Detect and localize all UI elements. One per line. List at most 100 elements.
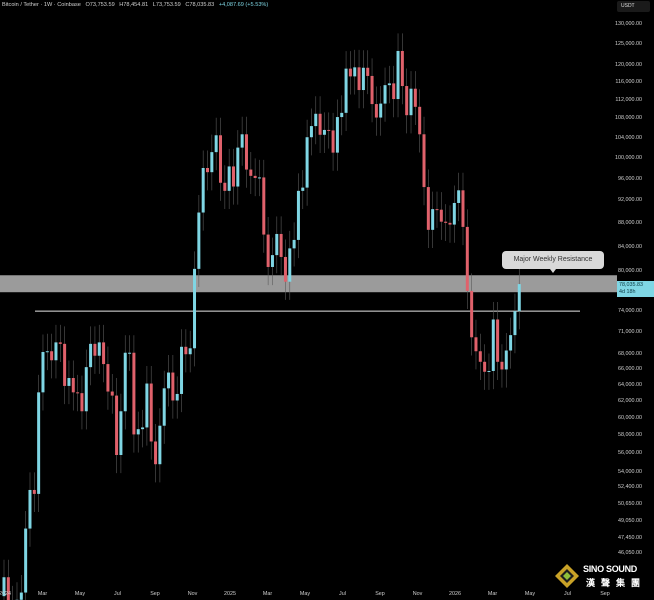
candle-body bbox=[102, 342, 106, 365]
candle-body bbox=[314, 113, 318, 127]
time-axis-label: Sep bbox=[375, 591, 385, 597]
price-axis-label: 84,000.00 bbox=[618, 243, 642, 250]
price-axis-label: 125,000.00 bbox=[615, 40, 642, 47]
candle-body bbox=[193, 268, 197, 349]
symbol-title[interactable]: Bitcoin / Tether · 1W · Coinbase bbox=[2, 2, 81, 8]
candle-body bbox=[110, 391, 114, 396]
candle-body bbox=[335, 117, 339, 153]
candle-body bbox=[93, 343, 97, 356]
candle-body bbox=[24, 528, 28, 593]
price-axis-label: 56,000.00 bbox=[618, 450, 642, 457]
candle-body bbox=[63, 343, 67, 386]
candle-body bbox=[374, 104, 378, 118]
candle-body bbox=[279, 233, 283, 257]
candle-body bbox=[119, 411, 123, 455]
candle-body bbox=[292, 239, 296, 249]
price-axis-label: 47,450.00 bbox=[618, 534, 642, 541]
candle-body bbox=[76, 392, 80, 394]
ohlc-low: L73,753.59 bbox=[152, 2, 181, 8]
candle-body bbox=[253, 175, 257, 178]
price-axis-label: 68,000.00 bbox=[618, 351, 642, 358]
candle-body bbox=[141, 427, 145, 430]
candle-body bbox=[97, 342, 101, 356]
candle-body bbox=[452, 202, 456, 225]
candle-body bbox=[431, 209, 435, 230]
price-axis-label: 116,000.00 bbox=[615, 79, 642, 86]
candle-body bbox=[175, 393, 179, 401]
price-axis-label: 80,000.00 bbox=[618, 268, 642, 275]
candle-body bbox=[305, 137, 309, 188]
candle-body bbox=[435, 209, 439, 211]
candle-body bbox=[180, 346, 184, 394]
price-axis-label: 54,000.00 bbox=[618, 468, 642, 475]
price-axis-label: 60,000.00 bbox=[618, 415, 642, 422]
candle-body bbox=[240, 134, 244, 148]
candle-body bbox=[400, 50, 404, 87]
logo-diamond-icon bbox=[555, 564, 579, 588]
candle-body bbox=[210, 152, 214, 173]
time-axis-label: Jul bbox=[564, 591, 571, 597]
resistance-zone bbox=[0, 275, 617, 293]
candle-body bbox=[58, 342, 62, 344]
price-axis-label: 108,000.00 bbox=[615, 115, 642, 122]
price-axis-label: 71,000.00 bbox=[618, 329, 642, 336]
candle-body bbox=[89, 343, 93, 368]
candle-body bbox=[448, 222, 452, 225]
candle-body bbox=[418, 106, 422, 135]
candle-body bbox=[32, 489, 36, 494]
candle-body bbox=[106, 364, 110, 392]
candle-body bbox=[201, 167, 205, 213]
price-axis-label: 64,000.00 bbox=[618, 382, 642, 389]
candle-body bbox=[340, 112, 344, 118]
time-axis-label: Nov bbox=[412, 591, 423, 597]
time-axis-label: May bbox=[524, 591, 536, 597]
price-axis-label: 49,050.00 bbox=[618, 517, 642, 524]
candle-body bbox=[426, 187, 430, 230]
candle-body bbox=[162, 388, 166, 426]
candle-body bbox=[491, 319, 495, 371]
candle-body bbox=[470, 290, 474, 338]
candle-body bbox=[206, 167, 210, 173]
candle-body bbox=[487, 370, 491, 372]
candle-body bbox=[2, 577, 6, 597]
candle-body bbox=[288, 248, 292, 282]
time-axis-label: Jul bbox=[339, 591, 346, 597]
price-axis-label: 58,000.00 bbox=[618, 432, 642, 439]
candle-body bbox=[409, 88, 413, 116]
candle-body bbox=[405, 86, 409, 116]
candle-body bbox=[461, 190, 465, 227]
watermark-logo: SINO SOUND 漢聲集團 bbox=[553, 562, 654, 592]
candle-body bbox=[327, 129, 331, 131]
candle-body bbox=[465, 226, 469, 291]
time-axis-label: Mar bbox=[262, 591, 273, 597]
candle-body bbox=[301, 187, 305, 191]
time-axis-label: Sep bbox=[150, 591, 160, 597]
price-axis-label: 52,400.00 bbox=[618, 484, 642, 491]
candle-body bbox=[353, 67, 357, 77]
resistance-annotation[interactable]: Major Weekly Resistance bbox=[502, 251, 604, 273]
current-price: 78,035.83 bbox=[619, 282, 643, 288]
candle-body bbox=[275, 233, 279, 256]
candle-body bbox=[171, 372, 175, 401]
candle-body bbox=[474, 337, 478, 352]
candle-body bbox=[19, 592, 23, 600]
ohlc-high: H78,454.81 bbox=[119, 2, 149, 8]
candle-body bbox=[167, 372, 171, 389]
current-price-tag: 78,035.83 4d 18h bbox=[617, 281, 654, 297]
candle-body bbox=[249, 169, 253, 176]
candle-body bbox=[444, 221, 448, 223]
time-axis-label: 2026 bbox=[449, 591, 461, 597]
candle-body bbox=[270, 255, 274, 267]
price-axis-label: 66,000.00 bbox=[618, 366, 642, 373]
candle-body bbox=[123, 352, 127, 412]
candle-body bbox=[50, 351, 54, 361]
price-axis-label: 62,000.00 bbox=[618, 398, 642, 405]
candle-body bbox=[67, 378, 71, 386]
price-axis-label: 130,000.00 bbox=[615, 21, 642, 27]
currency-unit-label[interactable]: USDT bbox=[617, 1, 650, 12]
candle-body bbox=[387, 83, 391, 86]
candle-body bbox=[361, 67, 365, 91]
candle-body bbox=[188, 348, 192, 355]
ohlc-close: C78,035.83 bbox=[185, 2, 215, 8]
